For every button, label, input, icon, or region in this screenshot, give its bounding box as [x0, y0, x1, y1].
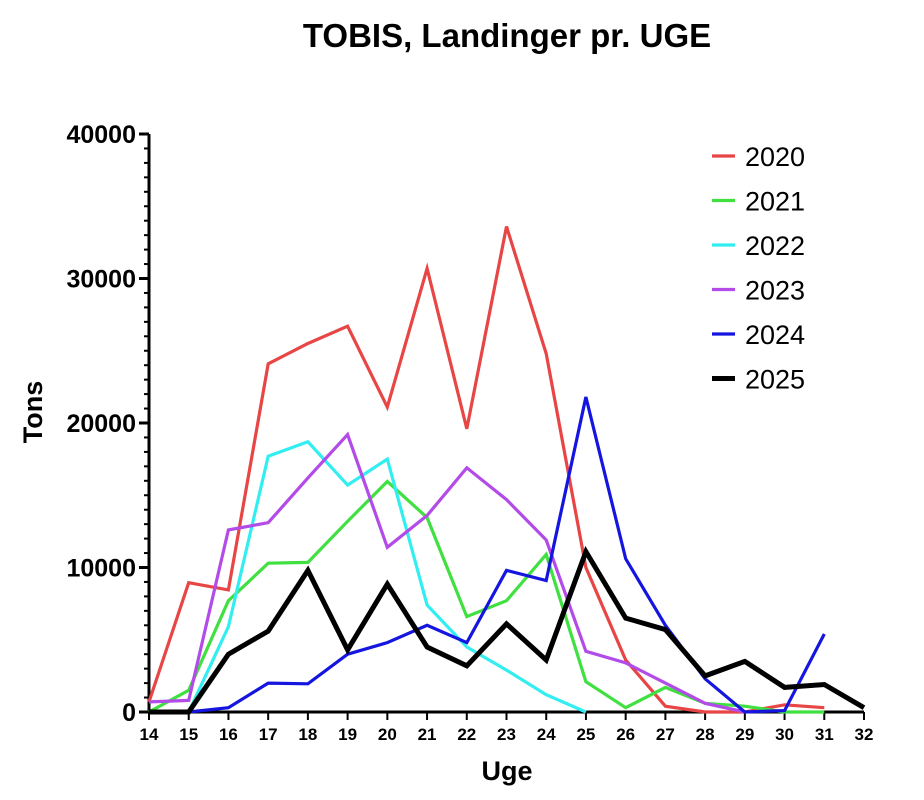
y-tick-label: 0 — [122, 699, 136, 727]
x-tick-label: 22 — [457, 725, 476, 744]
series-line-2021 — [148, 479, 825, 714]
x-tick-label: 27 — [656, 725, 675, 744]
x-tick-label: 23 — [497, 725, 516, 744]
x-tick-label: 17 — [259, 725, 278, 744]
legend-label-2024: 2024 — [745, 320, 805, 350]
series-line-2025 — [149, 545, 866, 715]
series-line-2022 — [149, 439, 587, 714]
x-axis-label: Uge — [481, 756, 532, 786]
x-tick-label: 25 — [576, 725, 595, 744]
series-lines — [147, 226, 866, 715]
legend-label-2022: 2022 — [745, 231, 805, 261]
chart-title: TOBIS, Landinger pr. UGE — [303, 17, 711, 54]
legend-label-2021: 2021 — [745, 187, 805, 217]
x-tick-label: 28 — [696, 725, 715, 744]
legend-label-2025: 2025 — [745, 365, 805, 395]
series-line-2023 — [148, 431, 746, 714]
x-tick-label: 15 — [179, 725, 198, 744]
x-tick-label: 19 — [338, 725, 357, 744]
x-tick-label: 24 — [537, 725, 556, 744]
y-axis-label: Tons — [18, 381, 48, 444]
x-tick-label: 16 — [219, 725, 238, 744]
x-tick-label: 29 — [735, 725, 754, 744]
series-line-2020 — [147, 226, 825, 714]
legend: 2020 2021 2022 2023 2024 2025 — [712, 142, 805, 395]
y-tick-label: 10000 — [66, 555, 136, 583]
y-tick-label: 40000 — [66, 121, 136, 149]
legend-label-2020: 2020 — [745, 142, 805, 172]
x-tick-label: 26 — [616, 725, 635, 744]
y-tick-label: 30000 — [66, 266, 136, 294]
x-tick-label: 21 — [418, 725, 437, 744]
x-tick-label: 31 — [815, 725, 834, 744]
x-tick-label: 18 — [298, 725, 317, 744]
x-tick-label: 30 — [775, 725, 794, 744]
x-tick-label: 32 — [855, 725, 874, 744]
y-tick-label: 20000 — [66, 410, 136, 438]
x-tick-label: 20 — [378, 725, 397, 744]
x-tick-label: 14 — [140, 725, 159, 744]
series-line-2024 — [149, 396, 826, 714]
legend-label-2023: 2023 — [745, 276, 805, 306]
